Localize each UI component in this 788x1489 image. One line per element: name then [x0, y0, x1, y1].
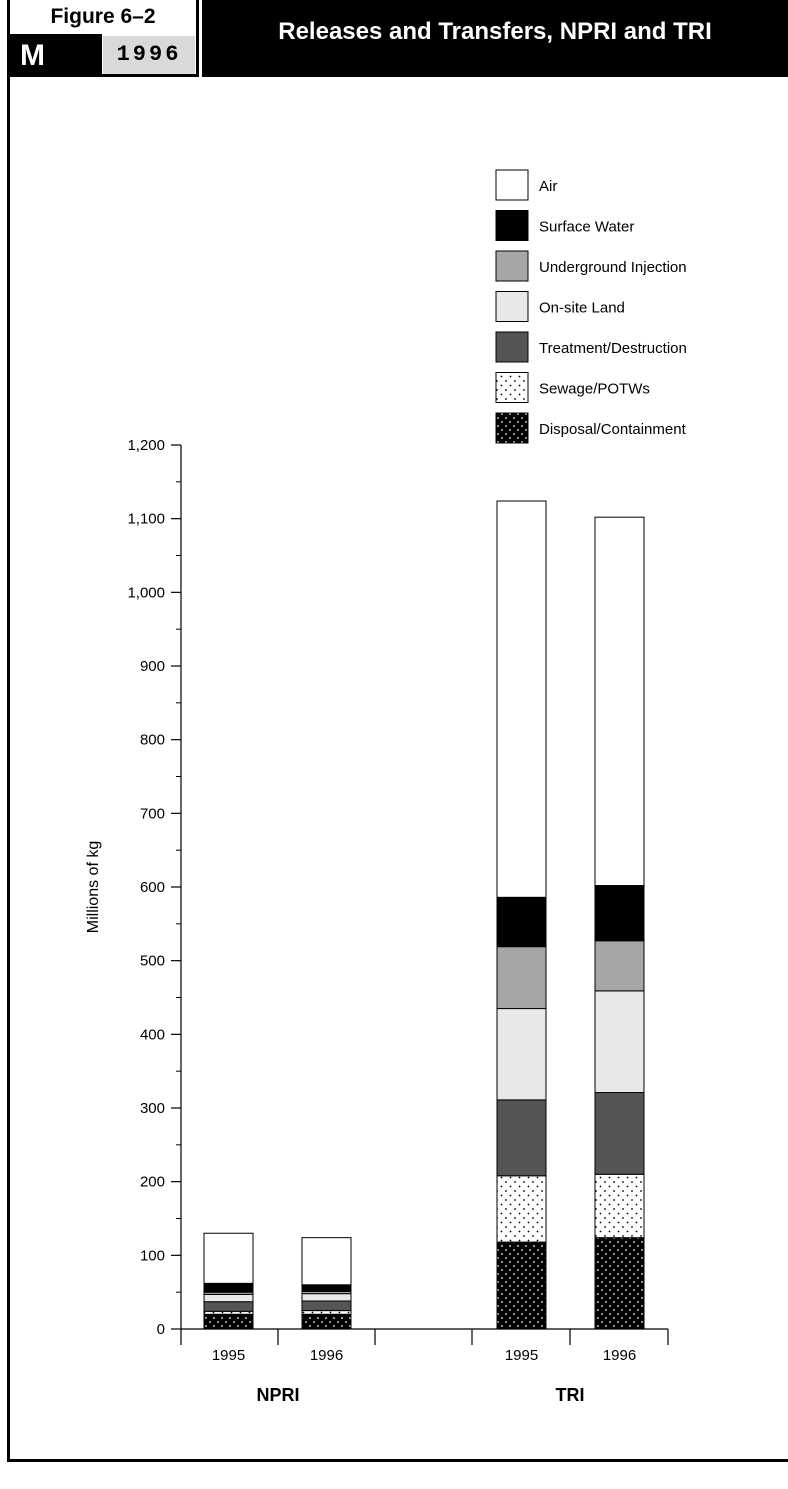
chart-title: Releases and Transfers, NPRI and TRI: [202, 0, 788, 74]
legend-swatch-on-site-land: [495, 291, 529, 322]
legend-label-underground-injection: Underground Injection: [539, 259, 687, 276]
y-tick-label: 800: [140, 732, 165, 749]
legend-swatch-surface-water: [495, 210, 529, 241]
y-tick-label: 600: [140, 879, 165, 896]
badge-letter: M: [10, 34, 102, 76]
bar-segment-on-site-land: [203, 1293, 254, 1303]
bar-segment-underground-injection: [594, 940, 645, 992]
bar-segment-sewage-potws: [594, 1173, 645, 1239]
header-separator: [196, 0, 199, 77]
bar-segment-treatment-destruction: [594, 1092, 645, 1175]
y-tick-label: 1,100: [127, 511, 165, 528]
legend-swatch-air: [495, 169, 529, 201]
badge-frame-rule: [10, 74, 196, 77]
x-category-label: 1996: [603, 1347, 636, 1364]
bar-segment-disposal-containment: [594, 1237, 645, 1330]
y-tick-label: 500: [140, 953, 165, 970]
bar-segment-on-site-land: [301, 1293, 352, 1302]
bar-segment-sewage-potws: [496, 1175, 547, 1243]
legend-label-surface-water: Surface Water: [539, 219, 634, 236]
bar-segment-air: [301, 1237, 352, 1286]
y-tick-label: 0: [157, 1321, 165, 1338]
group-label-npri: NPRI: [256, 1385, 299, 1405]
bar-segment-on-site-land: [594, 990, 645, 1094]
group-label-tri: TRI: [556, 1385, 585, 1405]
page-frame-bottom: [7, 1459, 788, 1462]
bar-segment-on-site-land: [496, 1008, 547, 1101]
legend-label-disposal-containment: Disposal/Containment: [539, 421, 687, 438]
bar-segment-sewage-potws: [301, 1310, 352, 1315]
x-category-label: 1995: [212, 1347, 245, 1364]
bar-segment-air: [203, 1232, 254, 1284]
bar-segment-surface-water: [301, 1284, 352, 1292]
legend-label-on-site-land: On-site Land: [539, 300, 625, 317]
x-category-label: 1995: [505, 1347, 538, 1364]
legend-label-air: Air: [539, 178, 557, 195]
bar-segment-surface-water: [594, 885, 645, 942]
legend-swatch-sewage-potws: [495, 372, 529, 403]
legend-label-sewage-potws: Sewage/POTWs: [539, 381, 650, 398]
bar-segment-treatment-destruction: [203, 1301, 254, 1312]
y-tick-label: 900: [140, 658, 165, 675]
x-category-label: 1996: [310, 1347, 343, 1364]
y-tick-label: 100: [140, 1247, 165, 1264]
y-tick-label: 1,000: [127, 584, 165, 601]
y-tick-label: 1,200: [127, 437, 165, 454]
y-tick-label: 700: [140, 805, 165, 822]
title-rule: [202, 74, 788, 77]
legend-swatch-disposal-containment: [495, 412, 529, 444]
bar-segment-surface-water: [496, 896, 547, 948]
y-tick-label: 400: [140, 1026, 165, 1043]
bar-segment-air: [496, 500, 547, 898]
badge-year: 1996: [103, 36, 195, 74]
y-axis-title: Millions of kg: [85, 841, 102, 933]
bar-segment-surface-water: [203, 1282, 254, 1293]
legend-swatch-underground-injection: [495, 250, 529, 282]
bar-segment-air: [594, 516, 645, 887]
bar-segment-disposal-containment: [203, 1313, 254, 1330]
bar-segment-underground-injection: [496, 946, 547, 1010]
y-tick-label: 200: [140, 1174, 165, 1191]
figure-label: Figure 6–2: [10, 0, 196, 34]
legend-label-treatment-destruction: Treatment/Destruction: [539, 340, 687, 357]
page-frame-left: [7, 0, 10, 1462]
bar-segment-treatment-destruction: [301, 1300, 352, 1312]
bar-segment-disposal-containment: [301, 1313, 352, 1330]
bar-segment-treatment-destruction: [496, 1099, 547, 1177]
bar-segment-disposal-containment: [496, 1241, 547, 1330]
legend-swatch-treatment-destruction: [495, 331, 529, 363]
y-tick-label: 300: [140, 1100, 165, 1117]
